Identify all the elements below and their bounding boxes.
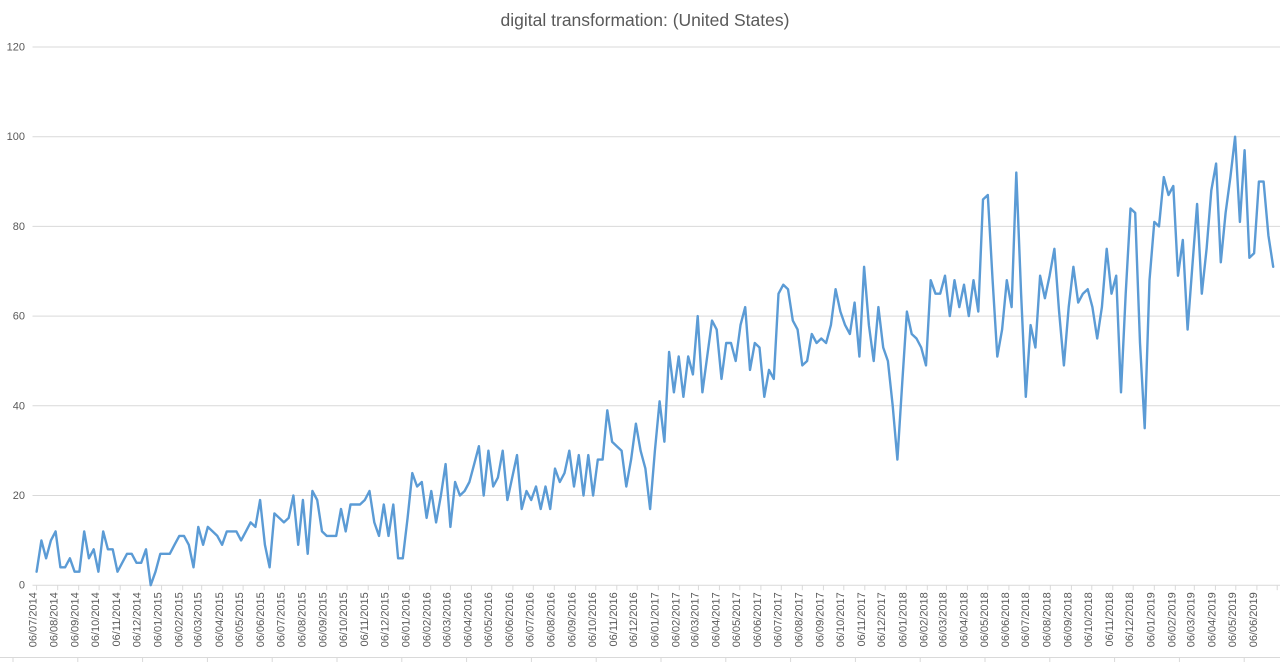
svg-text:06/03/2018: 06/03/2018 xyxy=(937,592,949,647)
svg-text:06/01/2015: 06/01/2015 xyxy=(153,592,165,647)
svg-text:06/10/2014: 06/10/2014 xyxy=(90,592,102,647)
svg-text:06/04/2019: 06/04/2019 xyxy=(1206,592,1218,647)
svg-text:06/10/2016: 06/10/2016 xyxy=(587,592,599,647)
svg-text:06/09/2017: 06/09/2017 xyxy=(814,592,826,647)
svg-text:06/12/2017: 06/12/2017 xyxy=(876,592,888,647)
svg-text:06/01/2019: 06/01/2019 xyxy=(1145,592,1157,647)
svg-text:06/07/2014: 06/07/2014 xyxy=(28,592,40,647)
svg-text:06/09/2014: 06/09/2014 xyxy=(70,592,82,647)
svg-text:06/01/2018: 06/01/2018 xyxy=(897,592,909,647)
svg-text:06/07/2017: 06/07/2017 xyxy=(772,592,784,647)
svg-text:60: 60 xyxy=(13,311,25,323)
svg-text:06/01/2017: 06/01/2017 xyxy=(649,592,661,647)
svg-text:20: 20 xyxy=(13,490,25,502)
svg-text:06/03/2017: 06/03/2017 xyxy=(689,592,701,647)
svg-text:06/10/2017: 06/10/2017 xyxy=(835,592,847,647)
svg-text:06/02/2016: 06/02/2016 xyxy=(422,592,434,647)
svg-text:06/06/2016: 06/06/2016 xyxy=(504,592,516,647)
svg-text:06/02/2015: 06/02/2015 xyxy=(174,592,186,647)
svg-text:06/06/2019: 06/06/2019 xyxy=(1248,592,1260,647)
svg-text:06/02/2019: 06/02/2019 xyxy=(1166,592,1178,647)
svg-text:06/08/2014: 06/08/2014 xyxy=(49,592,61,647)
svg-text:06/05/2016: 06/05/2016 xyxy=(483,592,495,647)
svg-text:06/04/2016: 06/04/2016 xyxy=(462,592,474,647)
svg-text:06/06/2015: 06/06/2015 xyxy=(255,592,267,647)
svg-text:06/01/2016: 06/01/2016 xyxy=(401,592,413,647)
svg-text:06/03/2019: 06/03/2019 xyxy=(1185,592,1197,647)
svg-text:06/08/2016: 06/08/2016 xyxy=(545,592,557,647)
svg-text:100: 100 xyxy=(7,131,25,143)
svg-text:06/02/2017: 06/02/2017 xyxy=(670,592,682,647)
svg-text:06/12/2016: 06/12/2016 xyxy=(628,592,640,647)
svg-text:06/07/2018: 06/07/2018 xyxy=(1020,592,1032,647)
svg-text:06/11/2014: 06/11/2014 xyxy=(111,592,123,646)
svg-text:06/05/2019: 06/05/2019 xyxy=(1227,592,1239,647)
svg-text:06/12/2018: 06/12/2018 xyxy=(1124,592,1136,647)
svg-text:06/06/2018: 06/06/2018 xyxy=(1000,592,1012,647)
svg-text:06/09/2016: 06/09/2016 xyxy=(566,592,578,647)
svg-text:06/10/2018: 06/10/2018 xyxy=(1083,592,1095,647)
svg-text:06/11/2017: 06/11/2017 xyxy=(856,592,868,646)
svg-text:120: 120 xyxy=(7,42,25,54)
svg-text:06/11/2015: 06/11/2015 xyxy=(359,592,371,646)
svg-text:06/09/2015: 06/09/2015 xyxy=(318,592,330,647)
svg-text:06/04/2017: 06/04/2017 xyxy=(710,592,722,647)
svg-text:06/11/2016: 06/11/2016 xyxy=(608,592,620,646)
svg-text:06/10/2015: 06/10/2015 xyxy=(338,592,350,647)
svg-text:06/05/2015: 06/05/2015 xyxy=(234,592,246,647)
svg-text:06/12/2014: 06/12/2014 xyxy=(132,592,144,647)
svg-text:06/05/2018: 06/05/2018 xyxy=(979,592,991,647)
svg-text:06/03/2015: 06/03/2015 xyxy=(193,592,205,647)
svg-text:80: 80 xyxy=(13,221,25,233)
svg-text:06/07/2016: 06/07/2016 xyxy=(524,592,536,647)
svg-text:06/02/2018: 06/02/2018 xyxy=(918,592,930,647)
svg-text:06/12/2015: 06/12/2015 xyxy=(380,592,392,647)
svg-text:40: 40 xyxy=(13,400,25,412)
svg-text:06/08/2018: 06/08/2018 xyxy=(1041,592,1053,647)
svg-text:digital transformation: (Unite: digital transformation: (United States) xyxy=(501,10,790,30)
svg-text:06/08/2017: 06/08/2017 xyxy=(793,592,805,647)
svg-text:06/06/2017: 06/06/2017 xyxy=(752,592,764,647)
svg-text:06/05/2017: 06/05/2017 xyxy=(731,592,743,647)
svg-text:06/11/2018: 06/11/2018 xyxy=(1104,592,1116,646)
svg-text:06/04/2018: 06/04/2018 xyxy=(958,592,970,647)
svg-text:06/03/2016: 06/03/2016 xyxy=(441,592,453,647)
svg-text:06/04/2015: 06/04/2015 xyxy=(214,592,226,647)
svg-text:0: 0 xyxy=(19,580,25,592)
svg-text:06/09/2018: 06/09/2018 xyxy=(1062,592,1074,647)
svg-text:06/07/2015: 06/07/2015 xyxy=(276,592,288,647)
svg-text:06/08/2015: 06/08/2015 xyxy=(297,592,309,647)
